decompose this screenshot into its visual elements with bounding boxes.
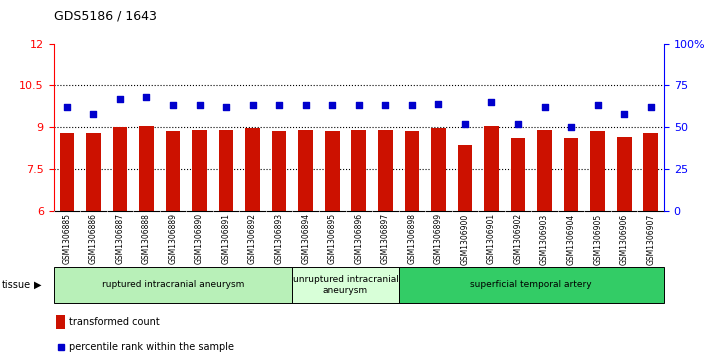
Point <box>114 96 126 102</box>
Bar <box>378 130 393 211</box>
Text: GSM1306897: GSM1306897 <box>381 213 390 265</box>
Text: GSM1306896: GSM1306896 <box>354 213 363 265</box>
Bar <box>218 130 233 211</box>
Bar <box>484 126 499 211</box>
Text: GSM1306891: GSM1306891 <box>221 213 231 264</box>
Text: superficial temporal artery: superficial temporal artery <box>471 281 592 289</box>
Point <box>380 102 391 108</box>
Point <box>565 124 577 130</box>
Bar <box>246 129 260 211</box>
Bar <box>59 132 74 211</box>
Point <box>141 94 152 100</box>
Text: GSM1306900: GSM1306900 <box>461 213 469 265</box>
Text: GSM1306905: GSM1306905 <box>593 213 602 265</box>
Text: ruptured intracranial aneurysm: ruptured intracranial aneurysm <box>102 281 244 289</box>
Point <box>247 102 258 108</box>
Bar <box>113 127 127 211</box>
Text: GSM1306888: GSM1306888 <box>142 213 151 264</box>
Point <box>539 104 550 110</box>
Text: GSM1306887: GSM1306887 <box>116 213 124 264</box>
Bar <box>293 267 398 303</box>
Point <box>406 102 418 108</box>
Point <box>592 102 603 108</box>
Text: GSM1306892: GSM1306892 <box>248 213 257 264</box>
Text: ▶: ▶ <box>34 280 42 290</box>
Bar <box>192 130 207 211</box>
Bar <box>458 145 472 211</box>
Text: GSM1306894: GSM1306894 <box>301 213 310 265</box>
Point <box>167 102 178 108</box>
Text: GSM1306902: GSM1306902 <box>513 213 523 265</box>
Bar <box>298 130 313 211</box>
Bar <box>590 131 605 211</box>
Bar <box>537 130 552 211</box>
Bar <box>398 267 664 303</box>
Text: transformed count: transformed count <box>69 317 160 327</box>
Text: GSM1306904: GSM1306904 <box>567 213 575 265</box>
Text: GSM1306899: GSM1306899 <box>434 213 443 265</box>
Point <box>61 104 73 110</box>
Text: GSM1306901: GSM1306901 <box>487 213 496 265</box>
Point <box>193 102 205 108</box>
Bar <box>325 131 340 211</box>
Text: GSM1306898: GSM1306898 <box>408 213 416 264</box>
Text: GSM1306889: GSM1306889 <box>169 213 178 264</box>
Text: GSM1306890: GSM1306890 <box>195 213 204 265</box>
Point <box>645 104 656 110</box>
Point <box>300 102 311 108</box>
Bar <box>511 138 526 211</box>
Point <box>459 121 471 127</box>
Bar <box>54 267 293 303</box>
Point <box>273 102 285 108</box>
Text: unruptured intracranial
aneurysm: unruptured intracranial aneurysm <box>293 275 398 295</box>
Text: GSM1306907: GSM1306907 <box>646 213 655 265</box>
Point <box>486 99 497 105</box>
Bar <box>139 126 154 211</box>
Text: percentile rank within the sample: percentile rank within the sample <box>69 342 234 352</box>
Text: tissue: tissue <box>2 280 31 290</box>
Point <box>353 102 365 108</box>
Bar <box>272 131 286 211</box>
Text: GDS5186 / 1643: GDS5186 / 1643 <box>54 9 156 22</box>
Point <box>513 121 524 127</box>
Text: GSM1306885: GSM1306885 <box>62 213 71 264</box>
Point <box>88 111 99 117</box>
Bar <box>166 131 181 211</box>
Bar <box>643 132 658 211</box>
Text: GSM1306886: GSM1306886 <box>89 213 98 264</box>
Bar <box>405 131 419 211</box>
Point <box>221 104 232 110</box>
Point <box>618 111 630 117</box>
Text: GSM1306906: GSM1306906 <box>620 213 629 265</box>
Text: GSM1306893: GSM1306893 <box>275 213 283 265</box>
Point <box>326 102 338 108</box>
Text: GSM1306903: GSM1306903 <box>540 213 549 265</box>
Bar <box>431 129 446 211</box>
Bar <box>86 132 101 211</box>
Text: GSM1306895: GSM1306895 <box>328 213 337 265</box>
Point <box>433 101 444 107</box>
Bar <box>351 130 366 211</box>
Bar <box>564 138 578 211</box>
Bar <box>617 137 631 211</box>
